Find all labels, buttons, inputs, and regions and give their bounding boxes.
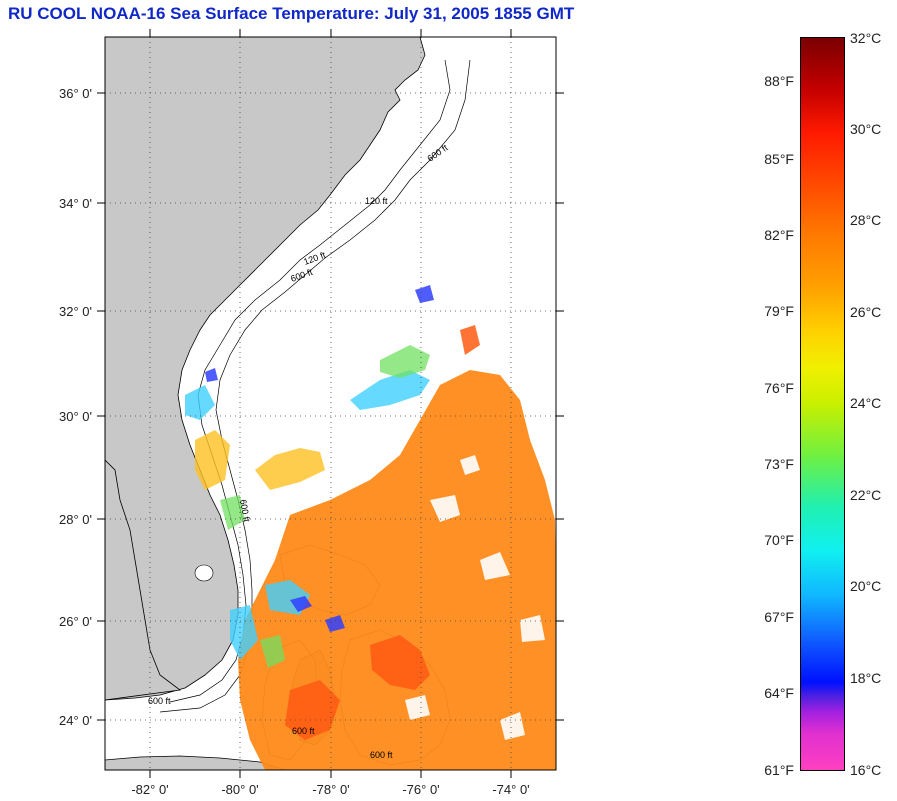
lake-okeechobee — [194, 564, 214, 582]
lat-label: 24° 0' — [59, 713, 92, 728]
colorbar-fahrenheit-label: 61°F — [764, 762, 794, 778]
sst-cool-patch — [185, 370, 430, 660]
lat-label: 26° 0' — [59, 614, 92, 629]
colorbar-fahrenheit-label: 76°F — [764, 380, 794, 396]
colorbar-fahrenheit-label: 88°F — [764, 73, 794, 89]
sst-hot-patch — [285, 325, 480, 740]
colorbar-celsius-label: 30°C — [850, 121, 882, 137]
contour-label: 600 ft — [148, 696, 171, 706]
lon-label: -78° 0' — [312, 782, 349, 797]
axis-ticks — [97, 29, 564, 778]
contour-label: 600 ft — [238, 499, 252, 523]
colorbar-celsius-label: 20°C — [850, 578, 882, 594]
colorbar-fahrenheit-label: 85°F — [764, 151, 794, 167]
colorbar-fahrenheit-label: 82°F — [764, 227, 794, 243]
lat-label: 36° 0' — [59, 86, 92, 101]
colorbar-fahrenheit-label: 67°F — [764, 609, 794, 625]
contour-label: 600 ft — [370, 750, 393, 760]
colorbar-celsius-label: 22°C — [850, 487, 882, 503]
lon-label: -76° 0' — [402, 782, 439, 797]
colorbar-celsius-label: 28°C — [850, 212, 882, 228]
lat-label: 30° 0' — [59, 409, 92, 424]
temperature-colorbar — [800, 37, 845, 771]
colorbar-fahrenheit-label: 64°F — [764, 685, 794, 701]
colorbar-celsius-label: 32°C — [850, 30, 882, 46]
lon-label: -82° 0' — [131, 782, 168, 797]
colorbar-celsius-label: 18°C — [850, 670, 882, 686]
lat-label: 32° 0' — [59, 304, 92, 319]
colorbar-celsius-label: 26°C — [850, 304, 882, 320]
gulf-land — [105, 459, 182, 701]
cloud-gaps — [405, 455, 545, 740]
colorbar-fahrenheit-label: 70°F — [764, 532, 794, 548]
sst-mild-patch — [195, 430, 325, 490]
colorbar-celsius-label: 16°C — [850, 762, 882, 778]
colorbar-fahrenheit-label: 73°F — [764, 456, 794, 472]
contour-label: 120 ft — [365, 196, 388, 206]
lon-label: -74° 0' — [492, 782, 529, 797]
colorbar-fahrenheit-label: 79°F — [764, 303, 794, 319]
lon-label: -80° 0' — [221, 782, 258, 797]
colorbar-celsius-label: 24°C — [850, 395, 882, 411]
graticule — [105, 37, 556, 770]
map-title: RU COOL NOAA-16 Sea Surface Temperature:… — [8, 4, 575, 23]
lat-label: 28° 0' — [59, 512, 92, 527]
lat-label: 34° 0' — [59, 196, 92, 211]
contour-label: 600 ft — [292, 726, 315, 736]
